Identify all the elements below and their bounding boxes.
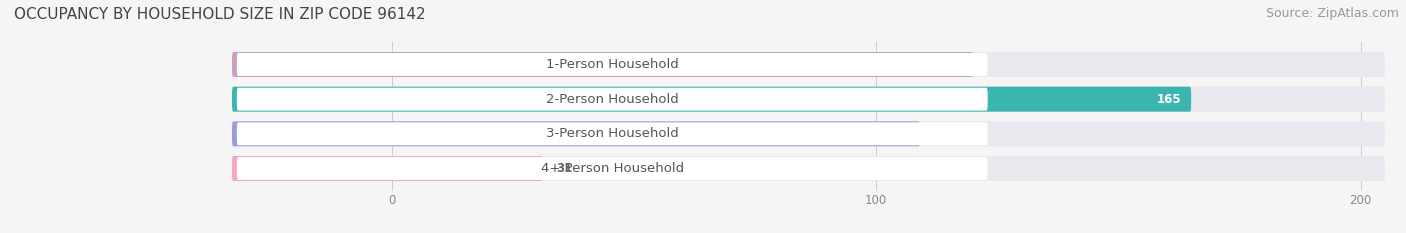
FancyBboxPatch shape: [232, 156, 543, 181]
Text: 2-Person Household: 2-Person Household: [546, 93, 679, 106]
Text: 3-Person Household: 3-Person Household: [546, 127, 679, 140]
FancyBboxPatch shape: [232, 156, 1385, 181]
Text: OCCUPANCY BY HOUSEHOLD SIZE IN ZIP CODE 96142: OCCUPANCY BY HOUSEHOLD SIZE IN ZIP CODE …: [14, 7, 426, 22]
Text: 120: 120: [939, 58, 963, 71]
FancyBboxPatch shape: [236, 53, 987, 76]
FancyBboxPatch shape: [232, 87, 1191, 112]
Text: 165: 165: [1157, 93, 1181, 106]
FancyBboxPatch shape: [232, 87, 1385, 112]
Text: 4+ Person Household: 4+ Person Household: [541, 162, 683, 175]
Text: 1-Person Household: 1-Person Household: [546, 58, 679, 71]
Text: Source: ZipAtlas.com: Source: ZipAtlas.com: [1265, 7, 1399, 20]
FancyBboxPatch shape: [236, 157, 987, 180]
FancyBboxPatch shape: [232, 52, 1385, 77]
FancyBboxPatch shape: [232, 121, 920, 146]
Text: 109: 109: [886, 127, 910, 140]
FancyBboxPatch shape: [232, 121, 1385, 146]
FancyBboxPatch shape: [236, 88, 987, 111]
FancyBboxPatch shape: [232, 52, 973, 77]
FancyBboxPatch shape: [236, 122, 987, 145]
Text: 31: 31: [557, 162, 572, 175]
